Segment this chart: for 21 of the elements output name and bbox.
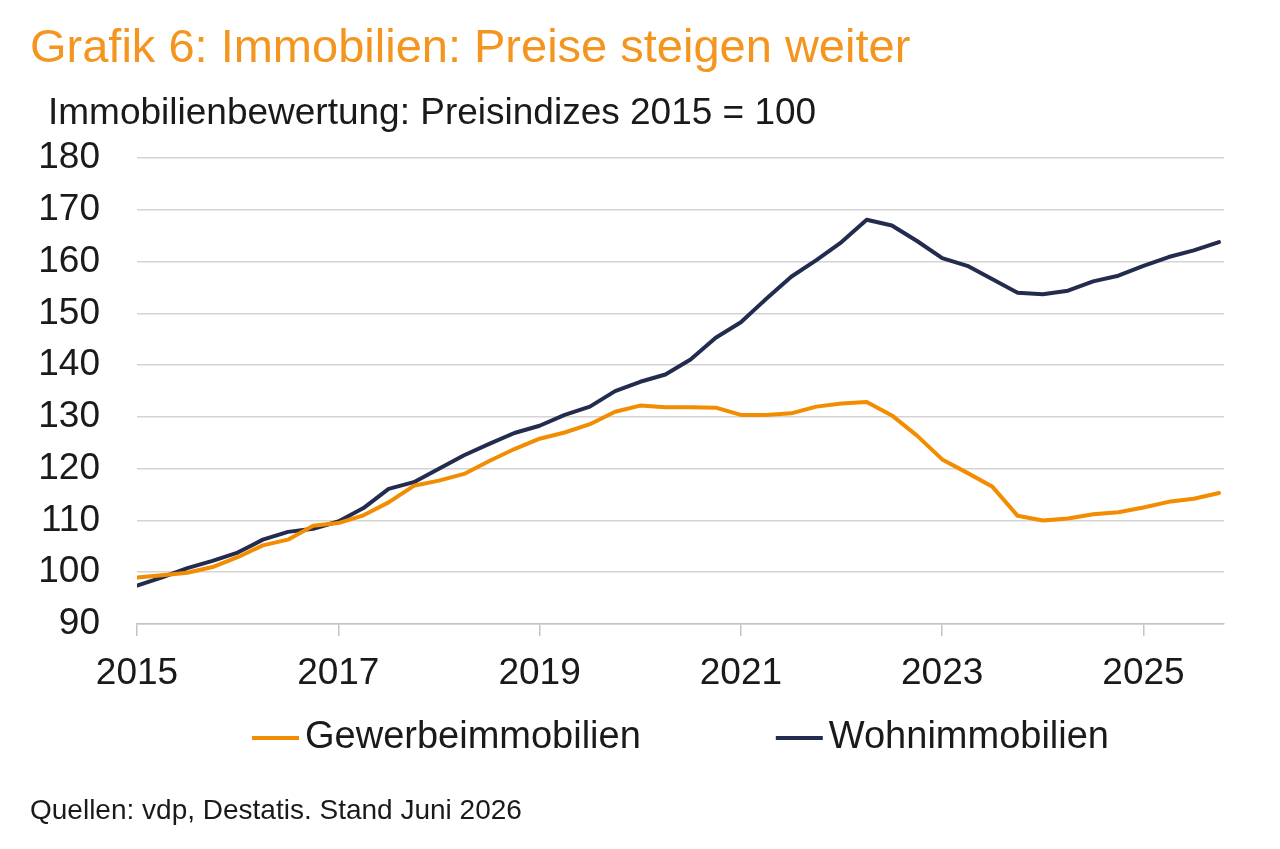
y-tick-label: 110	[41, 497, 100, 539]
legend-label: Gewerbeimmobilien	[305, 714, 641, 757]
x-tick-label: 2015	[95, 651, 179, 693]
y-tick-label: 170	[38, 187, 100, 229]
y-tick-label: 130	[38, 394, 100, 436]
y-tick-label: 90	[58, 601, 100, 643]
chart-title: Grafik 6: Immobilien: Preise steigen weiter	[30, 19, 911, 72]
y-tick-label: 160	[38, 238, 100, 280]
chart-subtitle: Immobilienbewertung: Preisindizes 2015 = 100	[48, 91, 817, 132]
x-tick-label: 2021	[699, 651, 783, 693]
x-tick-label: 2023	[901, 651, 984, 693]
y-tick-label: 100	[38, 549, 100, 591]
x-tick-label: 2025	[1102, 651, 1185, 693]
x-tick-label: 2017	[297, 651, 380, 693]
y-tick-label: 150	[38, 290, 100, 332]
legend-label: Wohnimmobilien	[828, 714, 1110, 757]
y-tick-label: 180	[38, 135, 100, 177]
y-tick-label: 120	[38, 445, 100, 487]
y-tick-label: 140	[38, 342, 100, 384]
source-note: Quellen: vdp, Destatis. Stand Juni 2026	[30, 794, 522, 825]
x-tick-label: 2019	[498, 651, 581, 693]
